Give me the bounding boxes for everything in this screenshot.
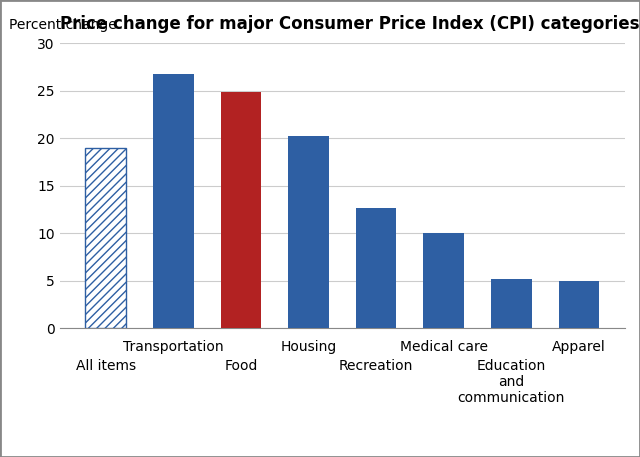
Bar	[288, 136, 329, 329]
Bar	[221, 91, 261, 329]
Text: Education
and
communication: Education and communication	[458, 359, 565, 405]
Bar	[153, 74, 193, 329]
Text: Food: Food	[224, 359, 257, 373]
Bar	[85, 148, 126, 329]
Bar	[491, 279, 532, 329]
Bar	[424, 234, 464, 329]
Text: Percent change: Percent change	[9, 18, 116, 32]
Text: Transportation: Transportation	[123, 340, 223, 354]
Text: All items: All items	[76, 359, 136, 373]
Text: Medical care: Medical care	[400, 340, 488, 354]
Bar	[559, 281, 599, 329]
Text: Price change for major Consumer Price Index (CPI) categories, 2019–23: Price change for major Consumer Price In…	[60, 15, 640, 33]
Text: Housing: Housing	[280, 340, 337, 354]
Bar	[356, 207, 396, 329]
Text: Apparel: Apparel	[552, 340, 606, 354]
Text: Recreation: Recreation	[339, 359, 413, 373]
